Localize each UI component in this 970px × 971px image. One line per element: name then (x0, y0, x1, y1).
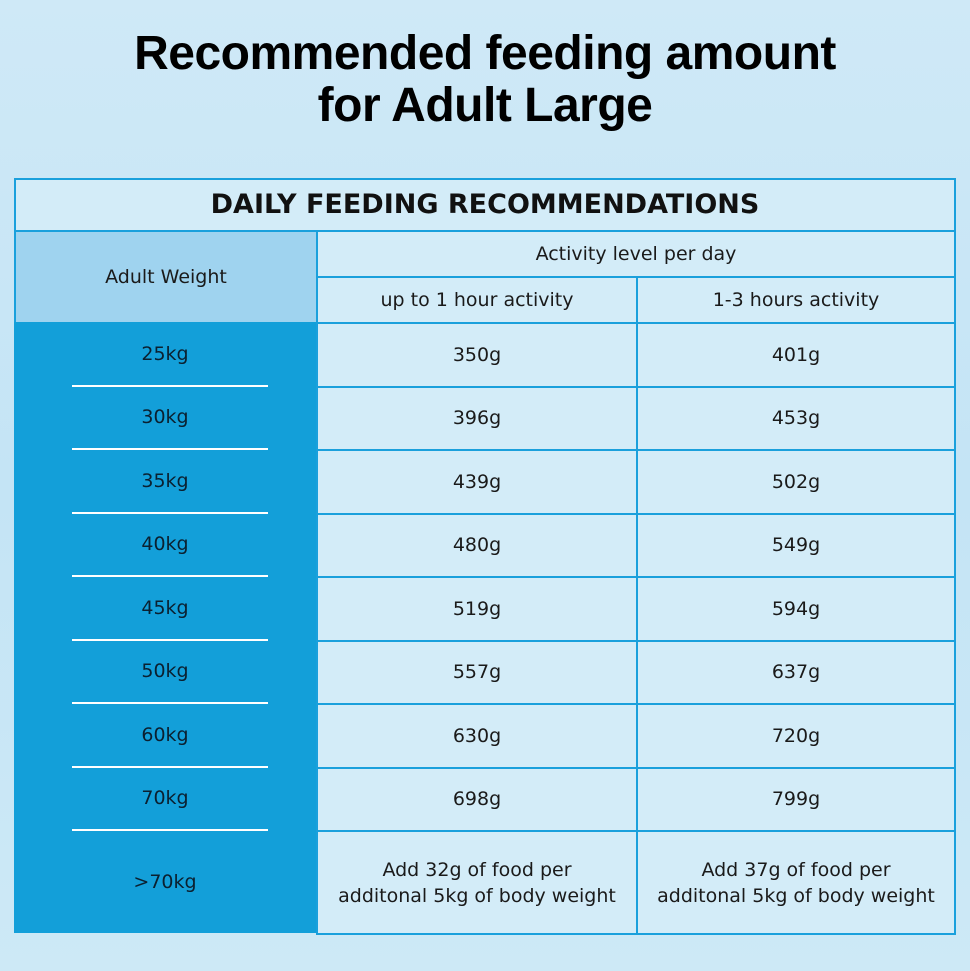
weight-cell: 30kg (141, 406, 189, 429)
weight-cell: 40kg (141, 533, 189, 556)
amount-cell: 350g (316, 322, 638, 388)
row-separator (72, 638, 268, 641)
row-separator (72, 448, 268, 450)
page-title: Recommended feeding amount (134, 27, 836, 80)
weight-cell: 35kg (141, 469, 189, 492)
weight-column (14, 322, 318, 933)
page-title: for Adult Large (317, 79, 653, 132)
amount-cell: 799g (636, 766, 956, 832)
amount-cell: 502g (636, 449, 956, 515)
amount-cell: 594g (636, 576, 956, 642)
weight-cell: 50kg (141, 660, 189, 683)
row-separator (72, 765, 268, 768)
amount-cell: 637g (636, 639, 956, 705)
amount-cell: 480g (316, 512, 638, 578)
row-separator (72, 511, 268, 514)
row-separator (72, 829, 268, 831)
weight-cell: >70kg (133, 870, 197, 893)
row-separator (72, 384, 268, 387)
column-header: 1-3 hours activity (636, 276, 956, 324)
row-header: Adult Weight (14, 230, 318, 324)
amount-cell: 401g (636, 322, 956, 388)
weight-cell: 70kg (141, 787, 189, 810)
table-title: DAILY FEEDING RECOMMENDATIONS (14, 178, 956, 232)
amount-cell: 439g (316, 449, 638, 515)
amount-cell: 549g (636, 512, 956, 578)
amount-cell: 453g (636, 385, 956, 451)
weight-cell: 60kg (141, 723, 189, 746)
amount-cell: 720g (636, 703, 956, 769)
amount-cell: 698g (316, 766, 638, 832)
row-separator (72, 702, 268, 704)
amount-cell: 557g (316, 639, 638, 705)
amount-cell: 630g (316, 703, 638, 769)
amount-cell: Add 37g of food per additonal 5kg of bod… (636, 830, 956, 935)
row-separator (72, 575, 268, 577)
weight-cell: 45kg (141, 596, 189, 619)
amount-cell: 519g (316, 576, 638, 642)
amount-cell: Add 32g of food per additonal 5kg of bod… (316, 830, 638, 935)
column-header: up to 1 hour activity (316, 276, 638, 324)
weight-cell: 25kg (141, 342, 189, 365)
amount-cell: 396g (316, 385, 638, 451)
group-header: Activity level per day (316, 230, 956, 278)
